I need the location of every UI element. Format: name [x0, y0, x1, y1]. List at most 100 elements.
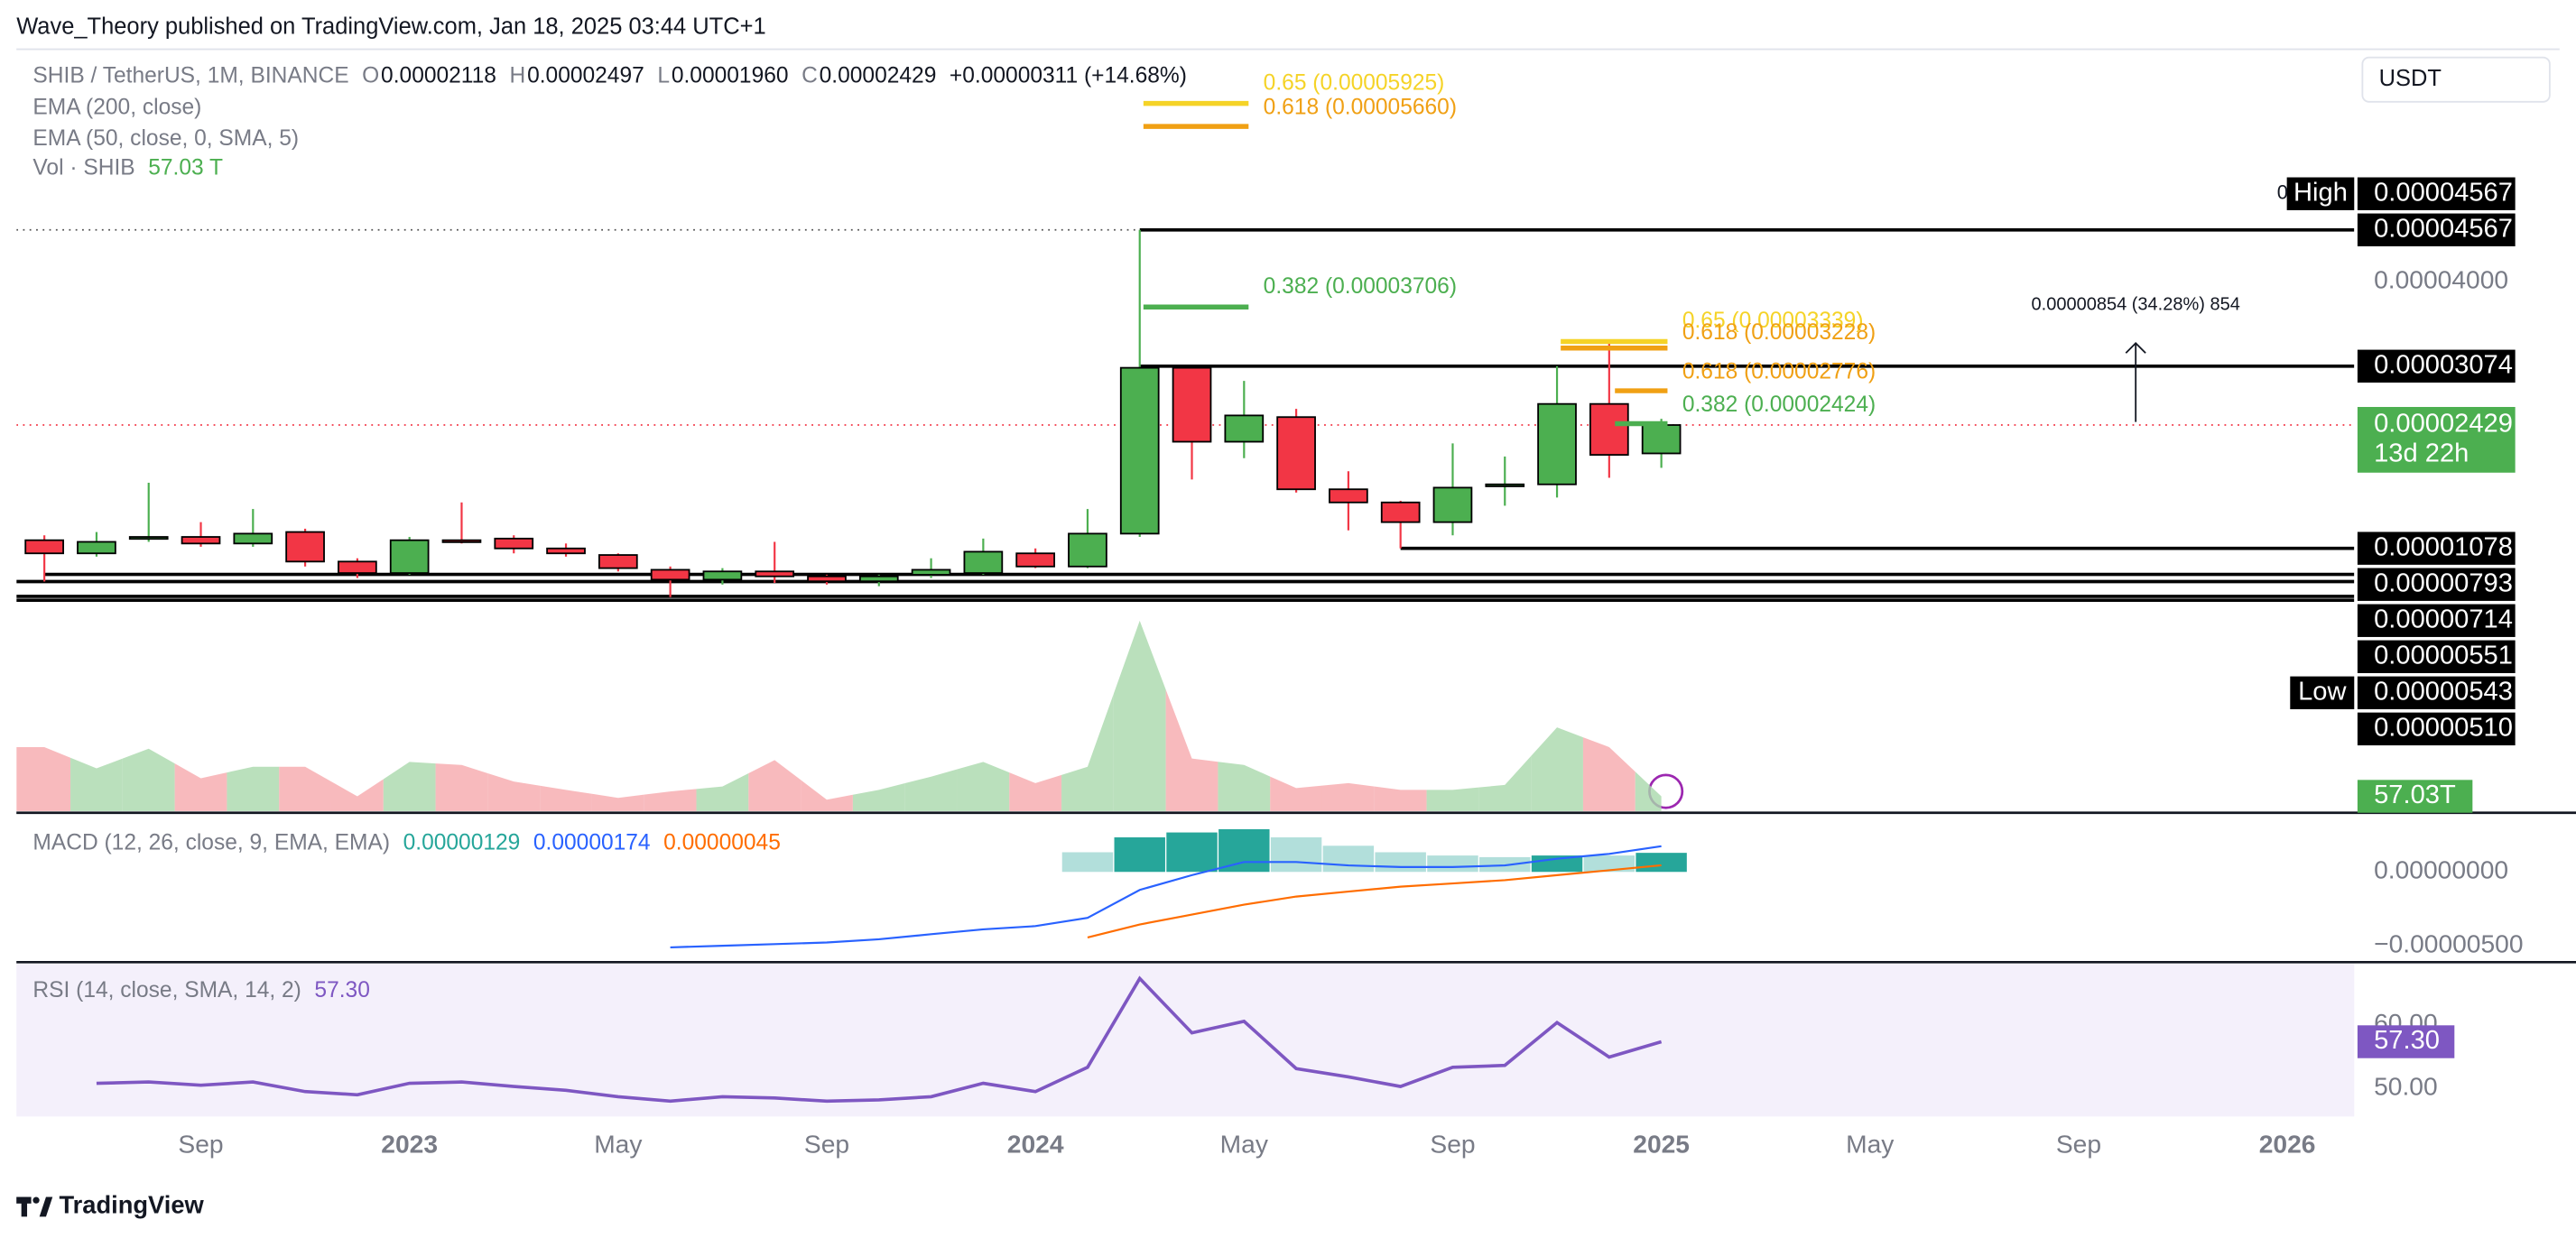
candle-body — [389, 539, 430, 575]
x-tick-label: 2026 — [2259, 1130, 2316, 1159]
candle-body — [77, 540, 116, 555]
rsi-label-box — [2357, 1025, 2455, 1058]
volume-area — [383, 762, 436, 811]
volume-area — [540, 785, 592, 811]
candle-body — [911, 568, 951, 576]
candle-body — [1380, 501, 1421, 523]
level-label-box — [2357, 213, 2516, 246]
legend-line: Vol · SHIB 57.03 T — [32, 156, 223, 180]
candle-body — [1329, 488, 1368, 504]
currency-box[interactable] — [2361, 56, 2551, 103]
logo-part — [39, 1196, 53, 1217]
candle-body — [1537, 402, 1577, 485]
macd-histogram-bar — [1061, 852, 1114, 873]
macd-histogram-bar — [1635, 853, 1687, 873]
y-tick-label: 50.00 — [2374, 1072, 2438, 1101]
volume-area — [1061, 693, 1114, 811]
ohlc-key: O — [362, 64, 379, 88]
x-tick-label: May — [1220, 1130, 1269, 1159]
publish-header: Wave_Theory published on TradingView.com… — [16, 14, 765, 40]
candle-body — [1068, 532, 1107, 568]
ohlc-key: L — [657, 64, 670, 88]
rsi-band — [16, 964, 2355, 1117]
ohlc-value: 0.00002118 — [381, 64, 496, 88]
signal-line — [1087, 864, 1662, 939]
volume-area — [174, 763, 227, 811]
volume-area — [1582, 737, 1635, 811]
x-tick-label: 2024 — [1007, 1130, 1064, 1159]
y-tick-label: 0.00004000 — [2374, 265, 2508, 294]
candle-body — [650, 568, 690, 581]
legend-line: MACD (12, 26, close, 9, EMA, EMA) 0.00000… — [32, 831, 780, 855]
ohlc-value: 0.00002429 — [820, 64, 937, 88]
macd-title: MACD (12, 26, close, 9, EMA, EMA) — [32, 831, 390, 855]
level-label: 0.00003074 — [2374, 350, 2513, 379]
candle-body — [494, 537, 534, 550]
volume-area — [1009, 772, 1062, 811]
volume-area — [16, 746, 71, 811]
candle-body — [807, 575, 847, 583]
volume-area — [1374, 786, 1427, 811]
macd-histogram-bar — [1219, 828, 1270, 873]
level-label-box — [2357, 676, 2516, 710]
level-label: 0.00000543 — [2374, 677, 2513, 706]
currency[interactable]: USDT — [2379, 66, 2442, 91]
x-tick-label: Sep — [2056, 1130, 2101, 1159]
level-label: 0.00004567 — [2374, 214, 2513, 243]
tag-prefix: 0 — [2277, 181, 2288, 204]
x-tick-label: 2025 — [1633, 1130, 1690, 1159]
x-tick-label: Sep — [1430, 1130, 1475, 1159]
indicator-legend: EMA (50, close, 0, SMA, 5) — [32, 126, 299, 151]
volume-area — [1478, 756, 1532, 811]
volume-area — [70, 757, 123, 811]
x-tick-label: Sep — [178, 1130, 223, 1159]
volume-area — [1113, 620, 1166, 811]
ohlc-value: 0.00002497 — [527, 64, 644, 88]
volume-label: 57.03T — [2374, 781, 2456, 809]
volume-area — [1635, 771, 1662, 811]
fib-label: 0.382 (0.00002424) — [1682, 393, 1876, 417]
volume-area — [330, 779, 384, 811]
volume-area — [852, 783, 905, 811]
volume-area — [801, 780, 853, 811]
volume-area — [122, 748, 175, 811]
candle-body — [755, 570, 795, 577]
high-label: 0.00004567 — [2374, 178, 2513, 207]
volume-label-box — [2357, 780, 2473, 813]
candle-body — [1432, 486, 1473, 523]
level-label-box — [2357, 712, 2516, 746]
candle-body — [598, 554, 638, 569]
candle-body — [181, 536, 221, 545]
volume-area — [279, 766, 331, 811]
ohlc-value: 0.00001960 — [672, 64, 789, 88]
volume-area — [957, 762, 1010, 811]
tag-box — [2290, 676, 2355, 710]
volume-area — [1218, 762, 1271, 811]
macd-histogram-bar — [1375, 852, 1426, 873]
x-tick-label: May — [594, 1130, 643, 1159]
macd-value: 0.00000174 — [533, 831, 651, 855]
tag-label: Low — [2298, 677, 2347, 706]
volume-area — [591, 793, 644, 811]
candle-body — [441, 539, 482, 543]
volume-area — [487, 772, 541, 811]
x-tick-label: May — [1846, 1130, 1895, 1159]
macd-histogram-bar — [1166, 832, 1218, 873]
measure-arrow-head — [2125, 342, 2146, 354]
measure-label: 0.00000854 (34.28%) 854 — [2032, 295, 2240, 315]
level-label: 0.00000793 — [2374, 568, 2513, 597]
ohlc-key: C — [802, 64, 818, 88]
logo-part — [32, 1196, 40, 1204]
volume-area — [435, 763, 488, 811]
level-label-box — [2357, 640, 2516, 673]
volume-area — [748, 760, 802, 811]
candle-body — [1589, 402, 1629, 457]
candle-body — [1224, 414, 1265, 443]
candle-body — [963, 550, 1004, 575]
fib-label: 0.618 (0.00002776) — [1682, 360, 1876, 384]
macd-histogram-bar — [1427, 855, 1478, 873]
macd-value: 0.00000045 — [663, 831, 781, 855]
level-label-box — [2357, 531, 2516, 565]
macd-line — [670, 845, 1662, 949]
